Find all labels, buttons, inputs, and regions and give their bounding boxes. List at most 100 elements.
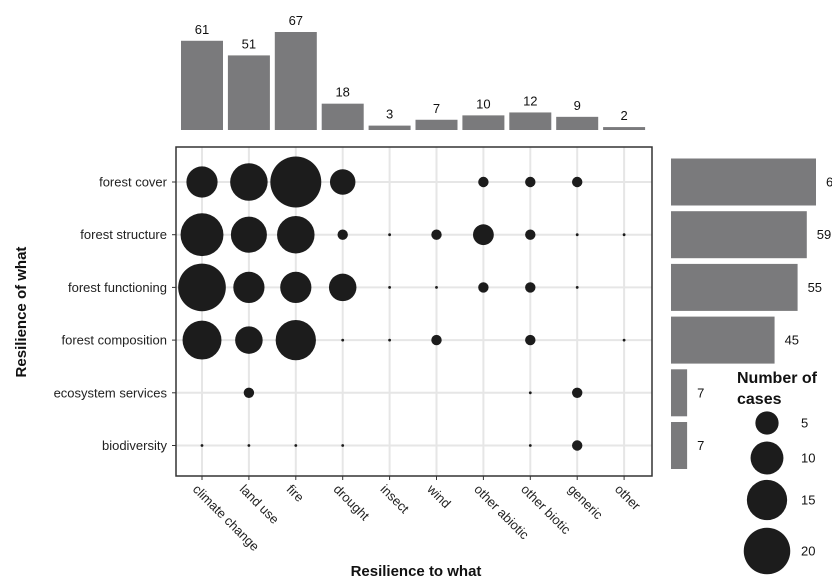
x-tick-label: fire	[284, 482, 307, 505]
top-bar-label: 7	[433, 101, 440, 116]
bubble-point	[341, 444, 345, 447]
bubble-point	[178, 263, 226, 312]
right-bar-label: 7	[697, 438, 704, 453]
right-bar	[671, 158, 816, 206]
legend-key-label: 20	[801, 544, 815, 559]
top-bar	[603, 127, 646, 130]
right-bar	[671, 422, 688, 469]
right-bar-label: 7	[697, 385, 704, 400]
x-tick-label: insect	[377, 482, 412, 517]
y-tick-label: forest cover	[99, 175, 168, 190]
bubble-point	[525, 334, 536, 346]
bubble-point	[478, 176, 489, 188]
y-tick-label: forest composition	[62, 333, 168, 348]
top-bar-label: 9	[574, 98, 581, 113]
bubble-point	[525, 176, 536, 188]
legend-key-circle	[750, 441, 784, 475]
bubble-point	[275, 319, 316, 361]
bubble-point	[478, 282, 489, 293]
bubble-point	[435, 286, 438, 289]
legend-key-circle	[746, 479, 788, 521]
bubble-point	[431, 334, 442, 346]
bubble-point	[182, 320, 222, 360]
legend-key-label: 10	[801, 451, 815, 466]
legend-title-line-2: cases	[737, 391, 782, 408]
y-tick-label: ecosystem services	[54, 385, 168, 400]
x-axis-title: Resilience to what	[351, 563, 482, 580]
bubble-point	[277, 215, 315, 254]
bubble-point	[186, 166, 218, 198]
bubble-point	[622, 338, 626, 342]
right-bar-label: 45	[785, 333, 799, 348]
top-bar	[227, 55, 270, 130]
top-bar-label: 61	[195, 22, 209, 37]
legend: Number of cases 5 10 15 20	[737, 370, 818, 575]
x-tick-label: generic	[565, 482, 606, 523]
bubble-point	[388, 286, 391, 289]
top-bar	[462, 115, 505, 130]
bubble-point	[233, 271, 265, 303]
bubble-point	[294, 444, 298, 447]
x-tick-label: other	[612, 482, 644, 514]
top-marginal-bars: 61 51 67 18 3 7 10 12 9 2	[181, 13, 646, 130]
bubble-point	[572, 176, 583, 188]
y-tick-label: forest structure	[80, 227, 167, 242]
x-tick-label: land use	[237, 482, 282, 527]
bubble-point	[388, 338, 391, 342]
top-bar	[415, 119, 458, 130]
top-bar	[181, 40, 223, 130]
top-bar-label: 10	[476, 96, 490, 111]
bubble-point	[528, 444, 532, 447]
bubble-point	[388, 233, 391, 237]
right-bar-label: 55	[808, 280, 822, 295]
right-marginal-bars: 6 59 55 45 7 7	[671, 158, 832, 469]
bubble-point	[329, 169, 356, 195]
right-bar	[671, 316, 775, 364]
right-bar-label: 59	[817, 227, 831, 242]
bubble-point	[575, 233, 579, 237]
bubbles	[178, 156, 626, 451]
legend-key-circle	[743, 527, 791, 575]
bubble-point	[341, 338, 345, 342]
bubble-point	[270, 156, 322, 208]
right-bar-label: 6	[826, 175, 832, 190]
bubble-point	[247, 444, 251, 447]
top-bar	[321, 103, 364, 130]
bubble-point	[235, 326, 263, 354]
y-axis-title: Resilience of what	[13, 247, 30, 378]
bubble-point	[243, 387, 255, 398]
bubble-point	[280, 271, 312, 303]
top-bar-label: 67	[289, 13, 303, 28]
bubble-point	[431, 229, 442, 240]
bubble-point	[337, 229, 348, 240]
bubble-point	[572, 440, 583, 451]
x-tick-label: wind	[424, 481, 454, 511]
y-tick-labels: forest cover forest structure forest funct…	[54, 175, 176, 453]
top-bar-label: 51	[242, 36, 256, 51]
right-bar	[671, 369, 688, 417]
top-bar	[556, 116, 599, 130]
top-bar	[274, 32, 317, 130]
legend-key-label: 5	[801, 416, 808, 431]
bubble-point	[200, 444, 204, 447]
plot-frame	[175, 146, 653, 477]
x-tick-label: drought	[331, 482, 373, 524]
right-bar	[671, 211, 807, 259]
bubble-point	[328, 273, 357, 302]
top-bar	[368, 125, 411, 130]
bubble-point	[525, 282, 536, 293]
bubble-point	[230, 216, 267, 253]
legend-key-label: 15	[801, 493, 815, 508]
bubble-point	[525, 229, 536, 240]
right-bar	[671, 263, 798, 311]
top-bar-label: 18	[335, 85, 349, 100]
top-bar-label: 12	[523, 93, 537, 108]
legend-title-line-1: Number of	[737, 370, 818, 387]
y-tick-label: biodiversity	[102, 438, 168, 453]
bubble-point	[180, 213, 224, 257]
bubble-point	[230, 163, 268, 201]
bubble-point	[575, 286, 579, 289]
top-bar-label: 3	[386, 107, 393, 122]
legend-key-circle	[755, 411, 779, 435]
